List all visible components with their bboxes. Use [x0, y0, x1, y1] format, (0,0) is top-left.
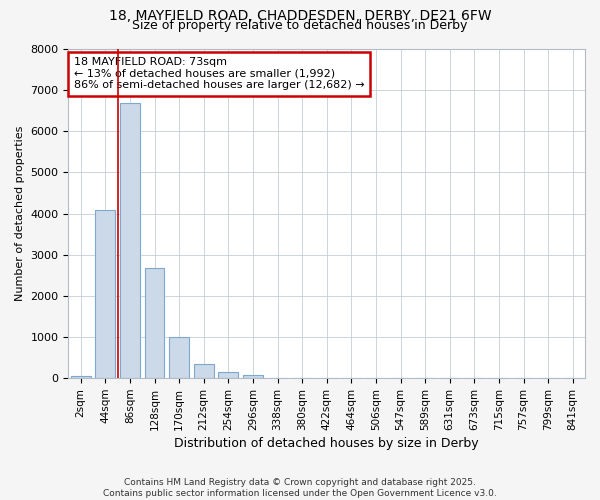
Text: Size of property relative to detached houses in Derby: Size of property relative to detached ho…	[133, 19, 467, 32]
Bar	[169, 337, 189, 378]
Text: Contains HM Land Registry data © Crown copyright and database right 2025.
Contai: Contains HM Land Registry data © Crown c…	[103, 478, 497, 498]
Text: 18 MAYFIELD ROAD: 73sqm
← 13% of detached houses are smaller (1,992)
86% of semi: 18 MAYFIELD ROAD: 73sqm ← 13% of detache…	[74, 57, 364, 90]
X-axis label: Distribution of detached houses by size in Derby: Distribution of detached houses by size …	[175, 437, 479, 450]
Bar	[194, 364, 214, 378]
Bar	[95, 210, 115, 378]
Bar	[120, 104, 140, 378]
Text: 18, MAYFIELD ROAD, CHADDESDEN, DERBY, DE21 6FW: 18, MAYFIELD ROAD, CHADDESDEN, DERBY, DE…	[109, 9, 491, 23]
Bar	[243, 374, 263, 378]
Bar	[145, 268, 164, 378]
Bar	[71, 376, 91, 378]
Bar	[218, 372, 238, 378]
Y-axis label: Number of detached properties: Number of detached properties	[15, 126, 25, 302]
